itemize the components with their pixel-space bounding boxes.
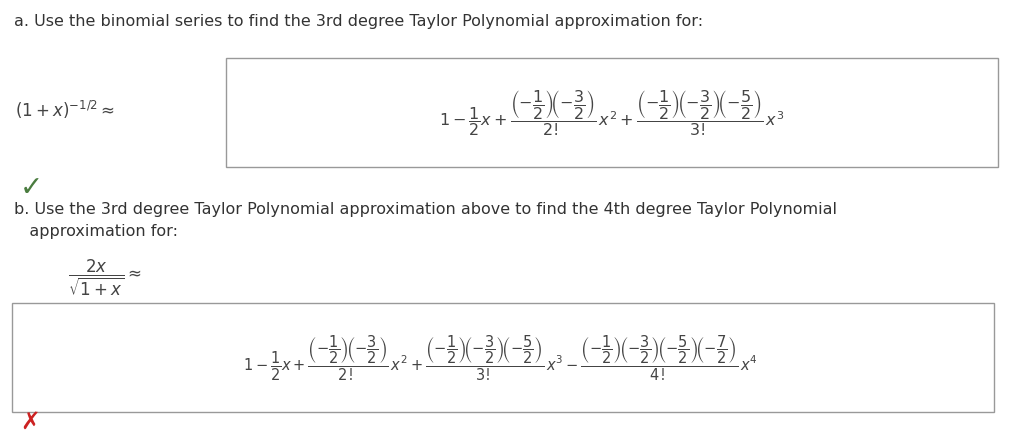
Text: b. Use the 3rd degree Taylor Polynomial approximation above to find the 4th degr: b. Use the 3rd degree Taylor Polynomial … <box>14 202 837 239</box>
Text: $\dfrac{2x}{\sqrt{1+x}} \approx$: $\dfrac{2x}{\sqrt{1+x}} \approx$ <box>68 258 142 298</box>
FancyBboxPatch shape <box>12 303 994 412</box>
Text: $1 - \dfrac{1}{2}x + \dfrac{\left(-\dfrac{1}{2}\right)\!\left(-\dfrac{3}{2}\righ: $1 - \dfrac{1}{2}x + \dfrac{\left(-\dfra… <box>242 334 758 382</box>
Text: a. Use the binomial series to find the 3rd degree Taylor Polynomial approximatio: a. Use the binomial series to find the 3… <box>14 14 703 29</box>
FancyBboxPatch shape <box>226 58 998 167</box>
Text: $(1 + x)^{-1/2} \approx$: $(1 + x)^{-1/2} \approx$ <box>15 99 115 121</box>
Text: ✗: ✗ <box>20 410 39 434</box>
Text: $1 - \dfrac{1}{2}x + \dfrac{\left(-\dfrac{1}{2}\right)\!\left(-\dfrac{3}{2}\righ: $1 - \dfrac{1}{2}x + \dfrac{\left(-\dfra… <box>439 88 785 138</box>
Text: ✓: ✓ <box>20 174 43 202</box>
